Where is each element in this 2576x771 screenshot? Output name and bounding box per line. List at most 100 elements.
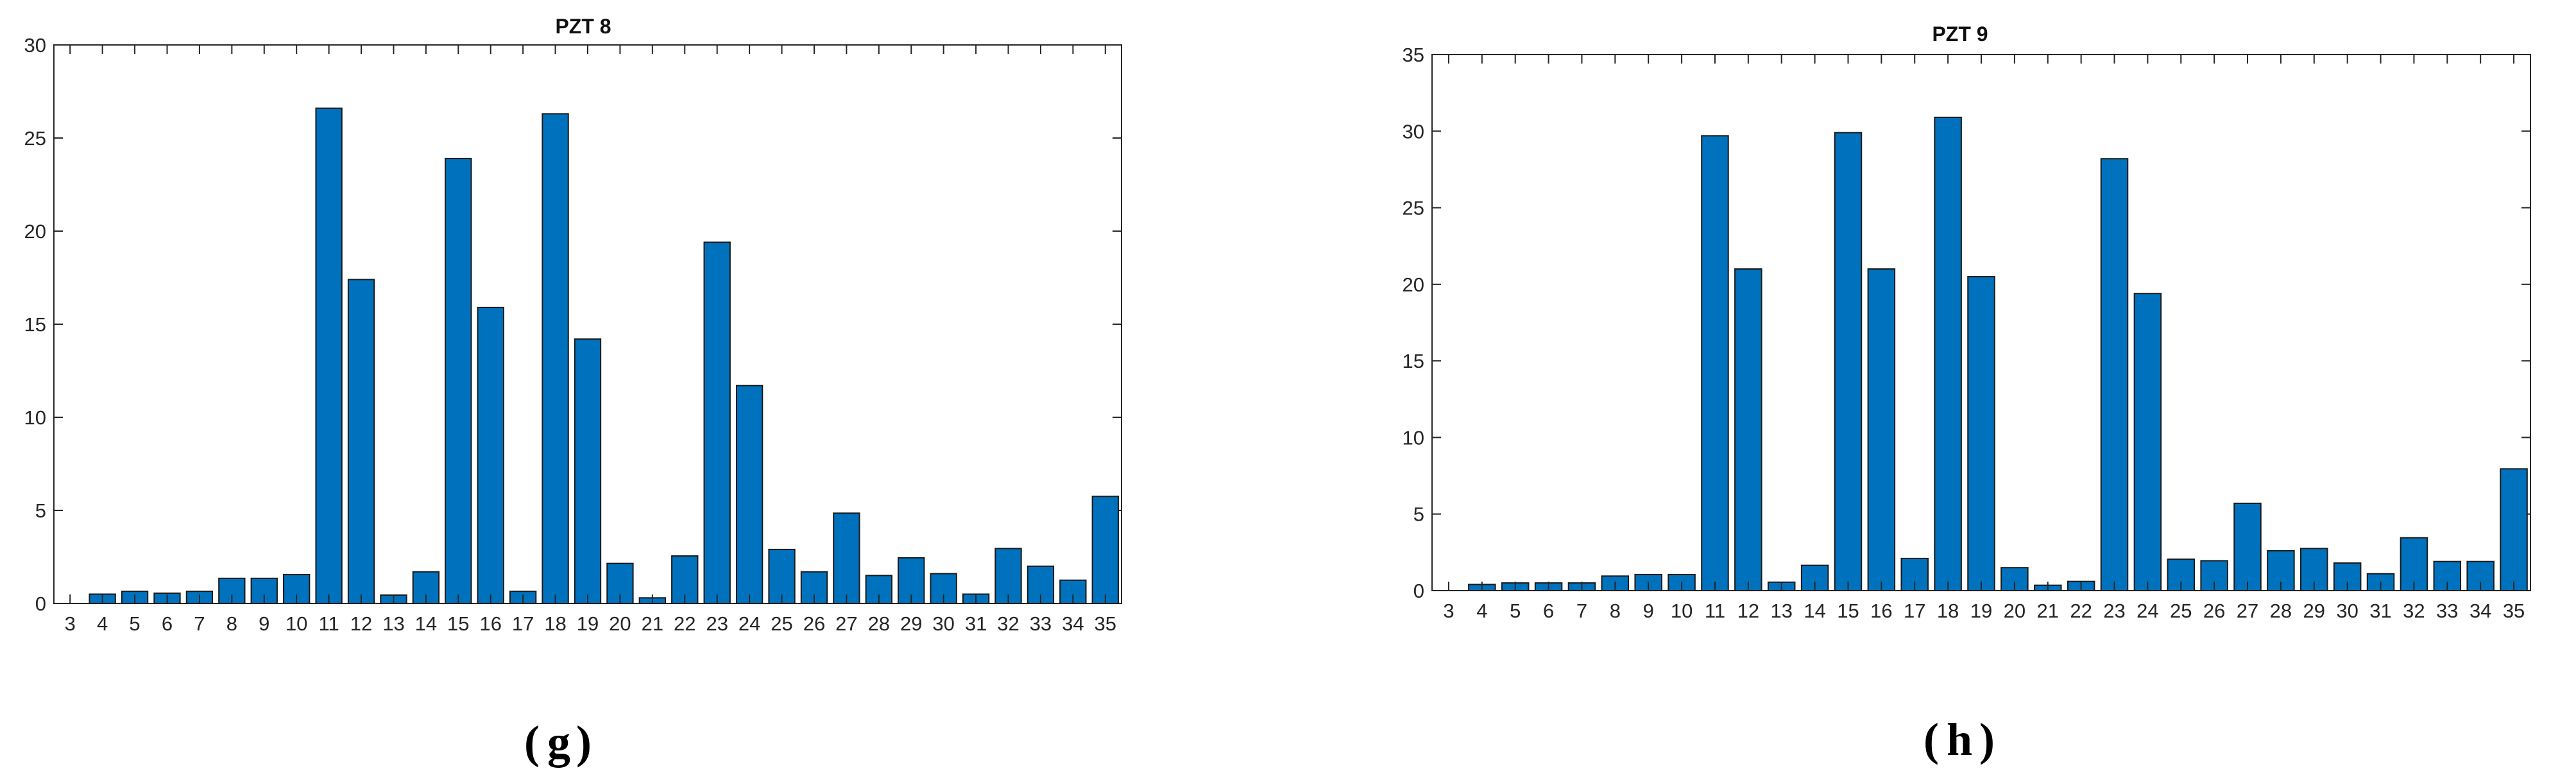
x-tick-label: 14 [415, 612, 437, 635]
bar-18 [1934, 116, 1962, 592]
x-tick-label: 22 [674, 612, 695, 635]
x-tick-label: 16 [479, 612, 501, 635]
bar-19 [1967, 275, 1995, 591]
x-tick-label: 17 [1904, 600, 1925, 622]
y-tick-label: 25 [24, 127, 46, 150]
x-tick-label: 9 [259, 612, 269, 635]
x-tick-label: 26 [803, 612, 825, 635]
panel-label-g: g [547, 716, 570, 768]
x-tick-label: 23 [706, 612, 728, 635]
panel-label-h-open-paren: ( [1923, 714, 1939, 765]
x-tick-label: 13 [1770, 600, 1792, 622]
x-tick-label: 8 [226, 612, 237, 635]
bar-15 [445, 157, 472, 604]
bar-23 [2100, 158, 2129, 591]
x-tick-label: 34 [2469, 600, 2491, 622]
panel-label-h: h [1947, 714, 1972, 765]
bar-16 [1867, 268, 1896, 591]
x-tick-label: 12 [350, 612, 372, 635]
y-tick-label: 20 [1403, 273, 1424, 296]
x-tick-label: 21 [642, 612, 663, 635]
x-tick-label: 3 [65, 612, 76, 635]
x-tick-label: 15 [447, 612, 469, 635]
x-tick-label: 24 [2137, 600, 2158, 622]
y-tick-label: 30 [24, 34, 46, 56]
x-tick-label: 20 [2004, 600, 2026, 622]
x-tick-label: 25 [2170, 600, 2192, 622]
y-tick-label: 5 [35, 499, 46, 522]
x-tick-label: 7 [1576, 600, 1587, 622]
x-tick-label: 33 [1030, 612, 1052, 635]
x-tick-label: 16 [1870, 600, 1892, 622]
chart-title-pzt9: PZT 9 [1932, 22, 1988, 46]
x-tick-label: 23 [2103, 600, 2125, 622]
x-tick-label: 10 [1671, 600, 1693, 622]
panel-label-g-close-paren: ) [576, 716, 592, 768]
bar-11 [1701, 135, 1729, 591]
x-tick-label: 27 [2237, 600, 2258, 622]
bar-35 [1091, 496, 1119, 604]
x-tick-label: 9 [1643, 600, 1654, 622]
bar-15 [1834, 132, 1863, 591]
x-tick-label: 19 [577, 612, 599, 635]
panel-label-h-close-paren: ) [1979, 714, 1995, 765]
y-tick-label: 15 [24, 313, 46, 336]
bar-12 [1734, 268, 1762, 591]
x-tick-label: 18 [1937, 600, 1959, 622]
x-tick-label: 17 [512, 612, 534, 635]
x-tick-label: 26 [2203, 600, 2225, 622]
x-tick-label: 3 [1443, 600, 1454, 622]
x-tick-label: 22 [2070, 600, 2092, 622]
y-tick-label: 10 [24, 406, 46, 429]
x-tick-label: 4 [1476, 600, 1487, 622]
x-tick-label: 28 [2270, 600, 2292, 622]
x-tick-label: 6 [162, 612, 173, 635]
x-tick-label: 5 [1510, 600, 1521, 622]
bar-24 [735, 385, 763, 604]
x-tick-label: 29 [2303, 600, 2325, 622]
y-tick-label: 30 [1403, 120, 1424, 143]
bar-35 [2500, 468, 2528, 591]
bar-16 [477, 306, 504, 604]
x-tick-label: 21 [2037, 600, 2059, 622]
bar-19 [574, 338, 602, 604]
x-tick-label: 27 [835, 612, 857, 635]
x-tick-label: 13 [382, 612, 404, 635]
x-tick-label: 32 [2403, 600, 2425, 622]
x-tick-label: 30 [2336, 600, 2358, 622]
y-tick-label: 20 [24, 220, 46, 243]
bar-11 [315, 107, 343, 605]
bar-23 [703, 241, 731, 604]
bar-27 [2233, 503, 2262, 591]
x-tick-label: 10 [286, 612, 307, 635]
y-tick-label: 15 [1403, 350, 1424, 372]
x-tick-label: 24 [738, 612, 760, 635]
x-tick-label: 11 [1705, 600, 1725, 622]
panel-label-g-open-paren: ( [524, 716, 540, 768]
x-tick-label: 20 [609, 612, 631, 635]
x-tick-label: 31 [2369, 600, 2391, 622]
x-tick-label: 25 [771, 612, 792, 635]
x-tick-label: 6 [1543, 600, 1554, 622]
y-tick-label: 0 [35, 593, 46, 615]
x-tick-label: 35 [1095, 612, 1116, 635]
y-tick-label: 25 [1403, 197, 1424, 220]
bar-12 [347, 279, 375, 604]
bar-32 [994, 548, 1022, 605]
x-tick-label: 19 [1970, 600, 1992, 622]
x-tick-label: 14 [1804, 600, 1825, 622]
x-tick-label: 4 [97, 612, 108, 635]
x-tick-label: 28 [868, 612, 890, 635]
x-tick-label: 15 [1837, 600, 1859, 622]
bar-34 [1059, 579, 1087, 604]
x-tick-label: 18 [544, 612, 566, 635]
y-tick-label: 35 [1403, 44, 1424, 66]
bar-18 [542, 113, 569, 605]
x-tick-label: 30 [932, 612, 954, 635]
x-tick-label: 11 [319, 612, 339, 635]
x-tick-label: 12 [1737, 600, 1759, 622]
x-tick-label: 34 [1062, 612, 1084, 635]
